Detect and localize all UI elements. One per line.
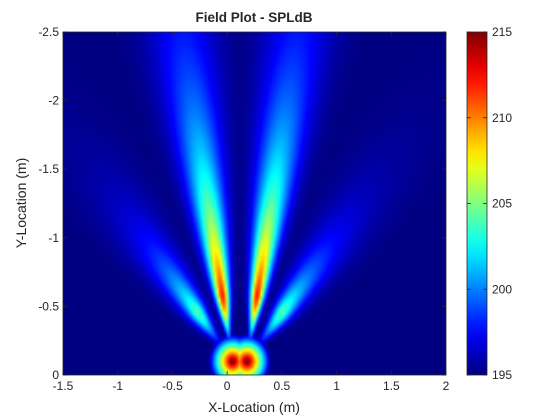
x-tick-label: -0.5 [162, 379, 183, 393]
x-tick-label: -1.5 [53, 379, 74, 393]
colorbar-tick-label: 210 [492, 111, 512, 125]
colorbar-gradient [467, 32, 487, 375]
y-tick-label: 0 [52, 368, 59, 382]
x-tick-label: 2 [443, 379, 450, 393]
x-tick-label: 1 [333, 379, 340, 393]
x-tick-label: 0 [224, 379, 231, 393]
colorbar-axes: 195 200 205 210 215 [466, 25, 512, 382]
x-tick-label: -1 [112, 379, 123, 393]
colorbar-tick-label: 205 [492, 197, 512, 211]
x-tick-label: 0.5 [274, 379, 291, 393]
plot-frame [62, 31, 447, 376]
y-tick-label: -2 [48, 94, 59, 108]
y-tick-label: -2.5 [38, 25, 59, 39]
x-axis-label: X-Location (m) [208, 399, 300, 415]
colorbar-tick-label: 195 [492, 368, 512, 382]
chart-title: Field Plot - SPLdB [196, 10, 313, 25]
colorbar-tick-label: 200 [492, 282, 512, 296]
x-tick-label: 1.5 [383, 379, 400, 393]
y-axis-label: Y-Location (m) [13, 158, 29, 249]
colorbar-tick-label: 215 [492, 25, 512, 39]
colorbar: 195 200 205 210 215 [466, 25, 512, 382]
y-tick-label: -1 [48, 231, 59, 245]
y-tick-label: -0.5 [38, 299, 59, 313]
y-tick-label: -1.5 [38, 162, 59, 176]
plot-axes: -1.5 -1 -0.5 0 0.5 1 1.5 2 -2.5 -2 -1.5 -1 -0.5 0 [38, 25, 449, 393]
heatmap-area [63, 32, 446, 375]
heatmap-image [63, 32, 446, 375]
